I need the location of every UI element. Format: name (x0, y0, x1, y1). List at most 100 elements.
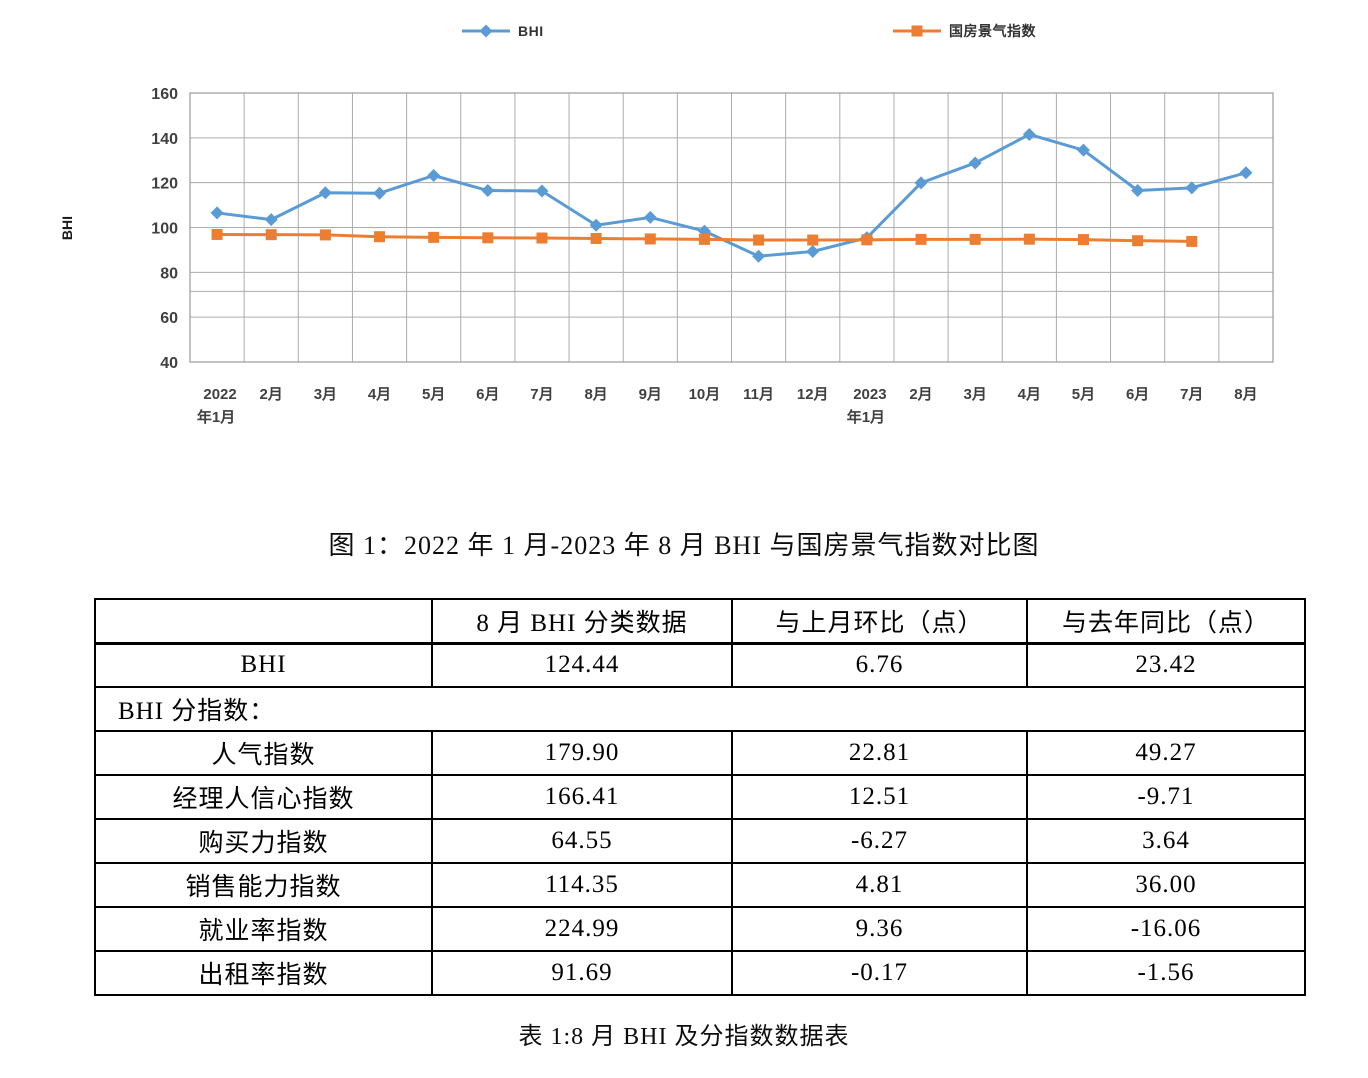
data-point-marker (915, 233, 927, 245)
x-tick-label: 9月 (639, 386, 662, 403)
y-tick-label: 100 (151, 221, 178, 238)
x-tick-label: 2月 (260, 386, 283, 403)
y-tick-label: 140 (151, 131, 178, 148)
data-point-marker (535, 184, 549, 198)
table-header-empty (94, 598, 433, 645)
table-cell-value: 4.81 (731, 862, 1028, 908)
table-row-label: 购买力指数 (94, 818, 433, 864)
series-line (216, 132, 1247, 258)
data-point-marker (427, 168, 441, 182)
table-row: BHI 分指数： (94, 686, 1306, 732)
chart-gridlines (189, 92, 1274, 363)
x-tick-label: 2023 (853, 386, 886, 403)
y-tick-label: 80 (160, 265, 178, 282)
data-point-marker (264, 213, 278, 227)
y-tick-label: 40 (160, 355, 178, 372)
x-tick-label: 8月 (584, 386, 607, 403)
data-point-marker (643, 210, 657, 224)
table-row: 销售能力指数 114.35 4.81 36.00 (94, 862, 1306, 908)
table-cell-value: 166.41 (431, 774, 733, 820)
data-point-marker (861, 234, 873, 246)
data-point-marker (969, 233, 981, 245)
x-tick-label: 2022 (203, 386, 236, 403)
table-cell-value: 36.00 (1026, 862, 1306, 908)
x-axis-tick-labels: 2022 年1月 2月 3月 4月 5月 6月 7月 8月 9月 10月 11月 12月 2023 年1月 2… (197, 386, 1258, 426)
x-tick-label: 11月 (743, 386, 774, 403)
table-row-label: 人气指数 (94, 730, 433, 776)
data-point-marker (753, 234, 765, 246)
y-tick-label: 160 (151, 86, 178, 103)
data-point-marker (373, 186, 387, 200)
x-tick-label: 7月 (1180, 386, 1203, 403)
data-point-marker (1239, 166, 1253, 180)
legend-label-bhi: BHI (518, 23, 544, 39)
data-point-marker (374, 231, 386, 243)
table-row-label: 销售能力指数 (94, 862, 433, 908)
x-tick-label: 12月 (797, 386, 829, 403)
table-cell-value: -1.56 (1026, 950, 1306, 996)
data-point-marker (211, 228, 223, 240)
data-point-marker (806, 244, 820, 258)
data-point-marker (914, 176, 928, 190)
data-point-marker (1132, 235, 1144, 247)
table-cell-value: -16.06 (1026, 906, 1306, 952)
table-cell-value: 224.99 (431, 906, 733, 952)
table-cell-value: -0.17 (731, 950, 1028, 996)
table-row: 人气指数 179.90 22.81 49.27 (94, 730, 1306, 776)
data-point-marker (1023, 233, 1035, 245)
table-row-label: 就业率指数 (94, 906, 433, 952)
table-header-yoy: 与去年同比（点） (1026, 598, 1306, 645)
y-axis-title: BHI (59, 216, 75, 240)
table-row: 就业率指数 224.99 9.36 -16.06 (94, 906, 1306, 952)
legend-label-guofang: 国房景气指数 (949, 23, 1036, 39)
data-point-marker (589, 218, 603, 232)
bhi-data-table: 8 月 BHI 分类数据 与上月环比（点） 与去年同比（点） BHI 124.44… (94, 598, 1306, 996)
data-point-marker (698, 233, 710, 245)
table-cell-value: 12.51 (731, 774, 1028, 820)
y-tick-label: 120 (151, 176, 178, 193)
table-row-label: 经理人信心指数 (94, 774, 433, 820)
table-cell-value: 22.81 (731, 730, 1028, 776)
x-tick-label: 6月 (476, 386, 499, 403)
table-cell-value: 23.42 (1026, 642, 1306, 688)
legend-item-bhi: BHI (462, 22, 544, 40)
data-point-marker (644, 233, 656, 245)
x-tick-label: 年1月 (847, 408, 885, 426)
table-row: 经理人信心指数 166.41 12.51 -9.71 (94, 774, 1306, 820)
data-point-marker (1186, 235, 1198, 247)
data-point-marker (482, 232, 494, 244)
table-row: 购买力指数 64.55 -6.27 3.64 (94, 818, 1306, 864)
data-point-marker (807, 234, 819, 246)
table-header-august-data: 8 月 BHI 分类数据 (431, 598, 733, 645)
y-tick-label: 60 (160, 310, 178, 327)
x-tick-label: 2月 (909, 386, 932, 403)
x-tick-label: 4月 (368, 386, 391, 403)
x-tick-label: 3月 (314, 386, 337, 403)
bhi-line-marker-icon (462, 24, 510, 38)
data-point-marker (1076, 143, 1090, 157)
table-row: BHI 124.44 6.76 23.42 (94, 642, 1306, 688)
figure-caption: 图 1：2022 年 1 月-2023 年 8 月 BHI 与国房景气指数对比图 (328, 531, 1040, 560)
data-point-marker (428, 231, 440, 243)
table-cell-value: 91.69 (431, 950, 733, 996)
data-point-marker (319, 229, 331, 241)
data-point-marker (752, 249, 766, 263)
x-tick-label: 4月 (1018, 386, 1041, 403)
data-point-marker (968, 156, 982, 170)
table-cell-value: 9.36 (731, 906, 1028, 952)
x-tick-label: 10月 (689, 386, 721, 403)
table-cell-value: 6.76 (731, 642, 1028, 688)
table-row-label: BHI (94, 642, 433, 688)
data-point-marker (481, 184, 495, 198)
line-chart: 40 60 80 100 120 140 160 2022 年1月 2月 3月 4月 5月 6月 7月 8月 9… (59, 86, 1274, 426)
table-cell-value: 64.55 (431, 818, 733, 864)
x-tick-label: 年1月 (197, 408, 235, 426)
series-guofang (211, 228, 1198, 247)
data-point-marker (210, 206, 224, 220)
table-cell-value: 49.27 (1026, 730, 1306, 776)
x-tick-label: 7月 (530, 386, 553, 403)
x-tick-label: 6月 (1126, 386, 1149, 403)
x-tick-label: 5月 (422, 386, 445, 403)
data-point-marker (1131, 184, 1145, 198)
